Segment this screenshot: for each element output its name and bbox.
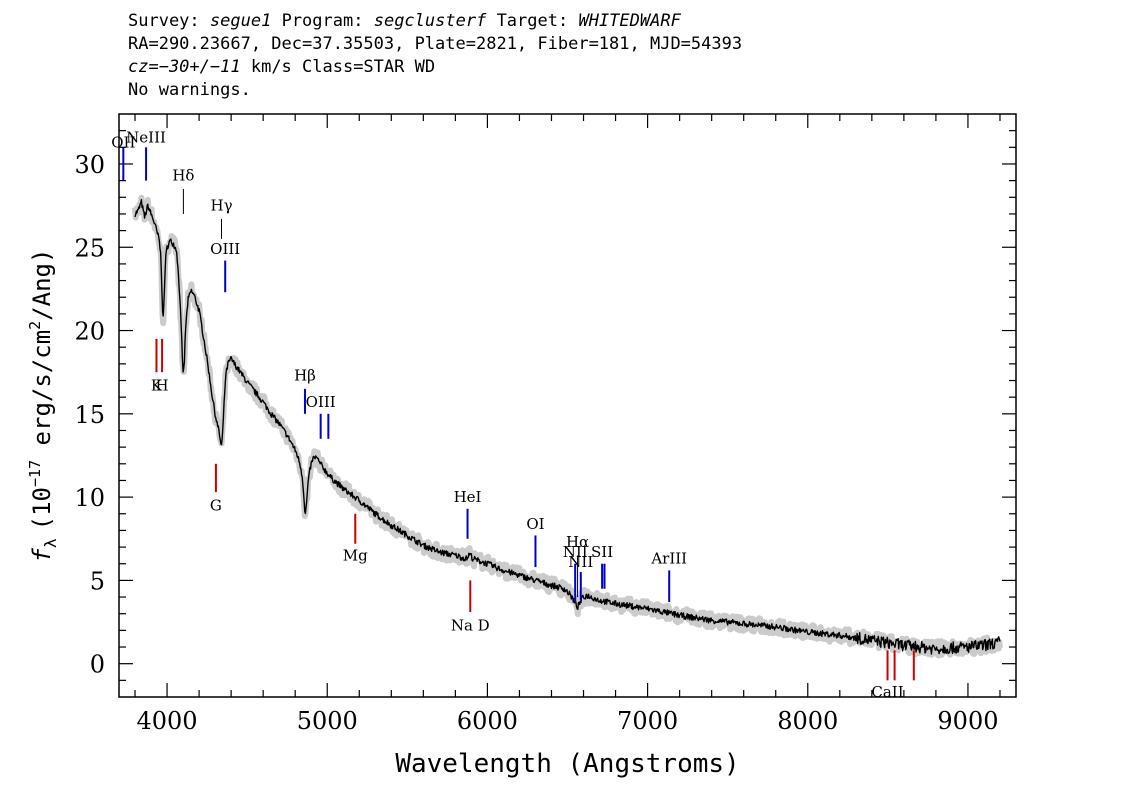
x-tick-label: 5000 <box>297 707 358 735</box>
survey-label: Survey: <box>128 11 200 31</box>
x-tick-label: 7000 <box>617 707 678 735</box>
line-label: Hβ <box>294 367 316 385</box>
target-label: Target: <box>496 11 569 31</box>
program-label: Program: <box>281 11 364 31</box>
axis-ticks <box>119 114 1016 697</box>
header-line-1: Survey: segue1 Program: segclusterf Targ… <box>128 10 742 33</box>
axis-tick-labels: 4000 5000 6000 7000 8000 9000 0 5 10 15 20 25 30 <box>74 151 998 735</box>
y-tick-label: 25 <box>74 234 105 262</box>
redshift-value: cz=−30+/−11 <box>128 57 241 77</box>
program-value: segclusterf <box>373 11 487 31</box>
line-label: NeIII <box>126 128 166 146</box>
header-line-4: No warnings. <box>128 80 251 100</box>
line-label: SII <box>591 543 613 561</box>
line-label: H <box>156 377 169 395</box>
y-label-exp: −17 <box>26 460 44 487</box>
line-label: ArIII <box>650 550 687 568</box>
line-label: K <box>151 377 163 395</box>
x-axis-label: Wavelength (Angstroms) <box>395 749 739 779</box>
line-label: NII <box>563 543 588 561</box>
line-label: OIII <box>210 240 240 258</box>
line-label: Na D <box>451 616 490 634</box>
spectrum-header: Survey: segue1 Program: segclusterf Targ… <box>128 10 742 102</box>
y-axis-label: fλ (10−17 erg/s/cm2/Ang) <box>26 249 60 563</box>
line-label: OII <box>111 133 135 151</box>
y-label-exp2: 2 <box>26 321 44 330</box>
y-label-post: /Ang) <box>28 249 56 321</box>
line-label: OI <box>526 515 544 533</box>
y-tick-label: 5 <box>90 567 105 595</box>
y-label-mid: erg/s/cm <box>28 330 56 460</box>
header-line-3: cz=−30+/−11 km/s Class=STAR WD <box>128 56 742 79</box>
x-tick-label: 9000 <box>937 707 998 735</box>
line-label: G <box>210 496 222 514</box>
x-tick-label: 8000 <box>777 707 838 735</box>
y-tick-label: 20 <box>74 318 105 346</box>
y-tick-label: 15 <box>74 401 105 429</box>
line-label: CaII <box>871 683 903 701</box>
line-label: Hγ <box>210 197 232 215</box>
y-label-f: f <box>28 547 56 562</box>
class-value: km/s Class=STAR WD <box>250 57 436 77</box>
line-label: HeI <box>454 488 482 506</box>
line-label: Hδ <box>172 167 194 185</box>
y-label-sub: λ <box>41 538 60 548</box>
header-line-2: RA=290.23667, Dec=37.35503, Plate=2821, … <box>128 34 743 54</box>
x-tick-label: 4000 <box>137 707 198 735</box>
y-tick-label: 30 <box>74 151 105 179</box>
x-tick-label: 6000 <box>457 707 518 735</box>
y-tick-label: 0 <box>90 651 105 679</box>
error-band <box>132 194 1003 659</box>
line-label: NII <box>568 553 593 571</box>
y-label-pre: (10 <box>28 487 56 530</box>
line-label: Mg <box>343 546 368 564</box>
target-value: WHITEDWARF <box>578 11 681 31</box>
line-label: OIII <box>306 393 336 411</box>
survey-value: segue1 <box>209 11 272 31</box>
line-label: Hα <box>566 533 589 551</box>
plot-frame <box>118 113 1017 698</box>
spectrum-line <box>134 199 1001 655</box>
y-tick-label: 10 <box>74 484 105 512</box>
